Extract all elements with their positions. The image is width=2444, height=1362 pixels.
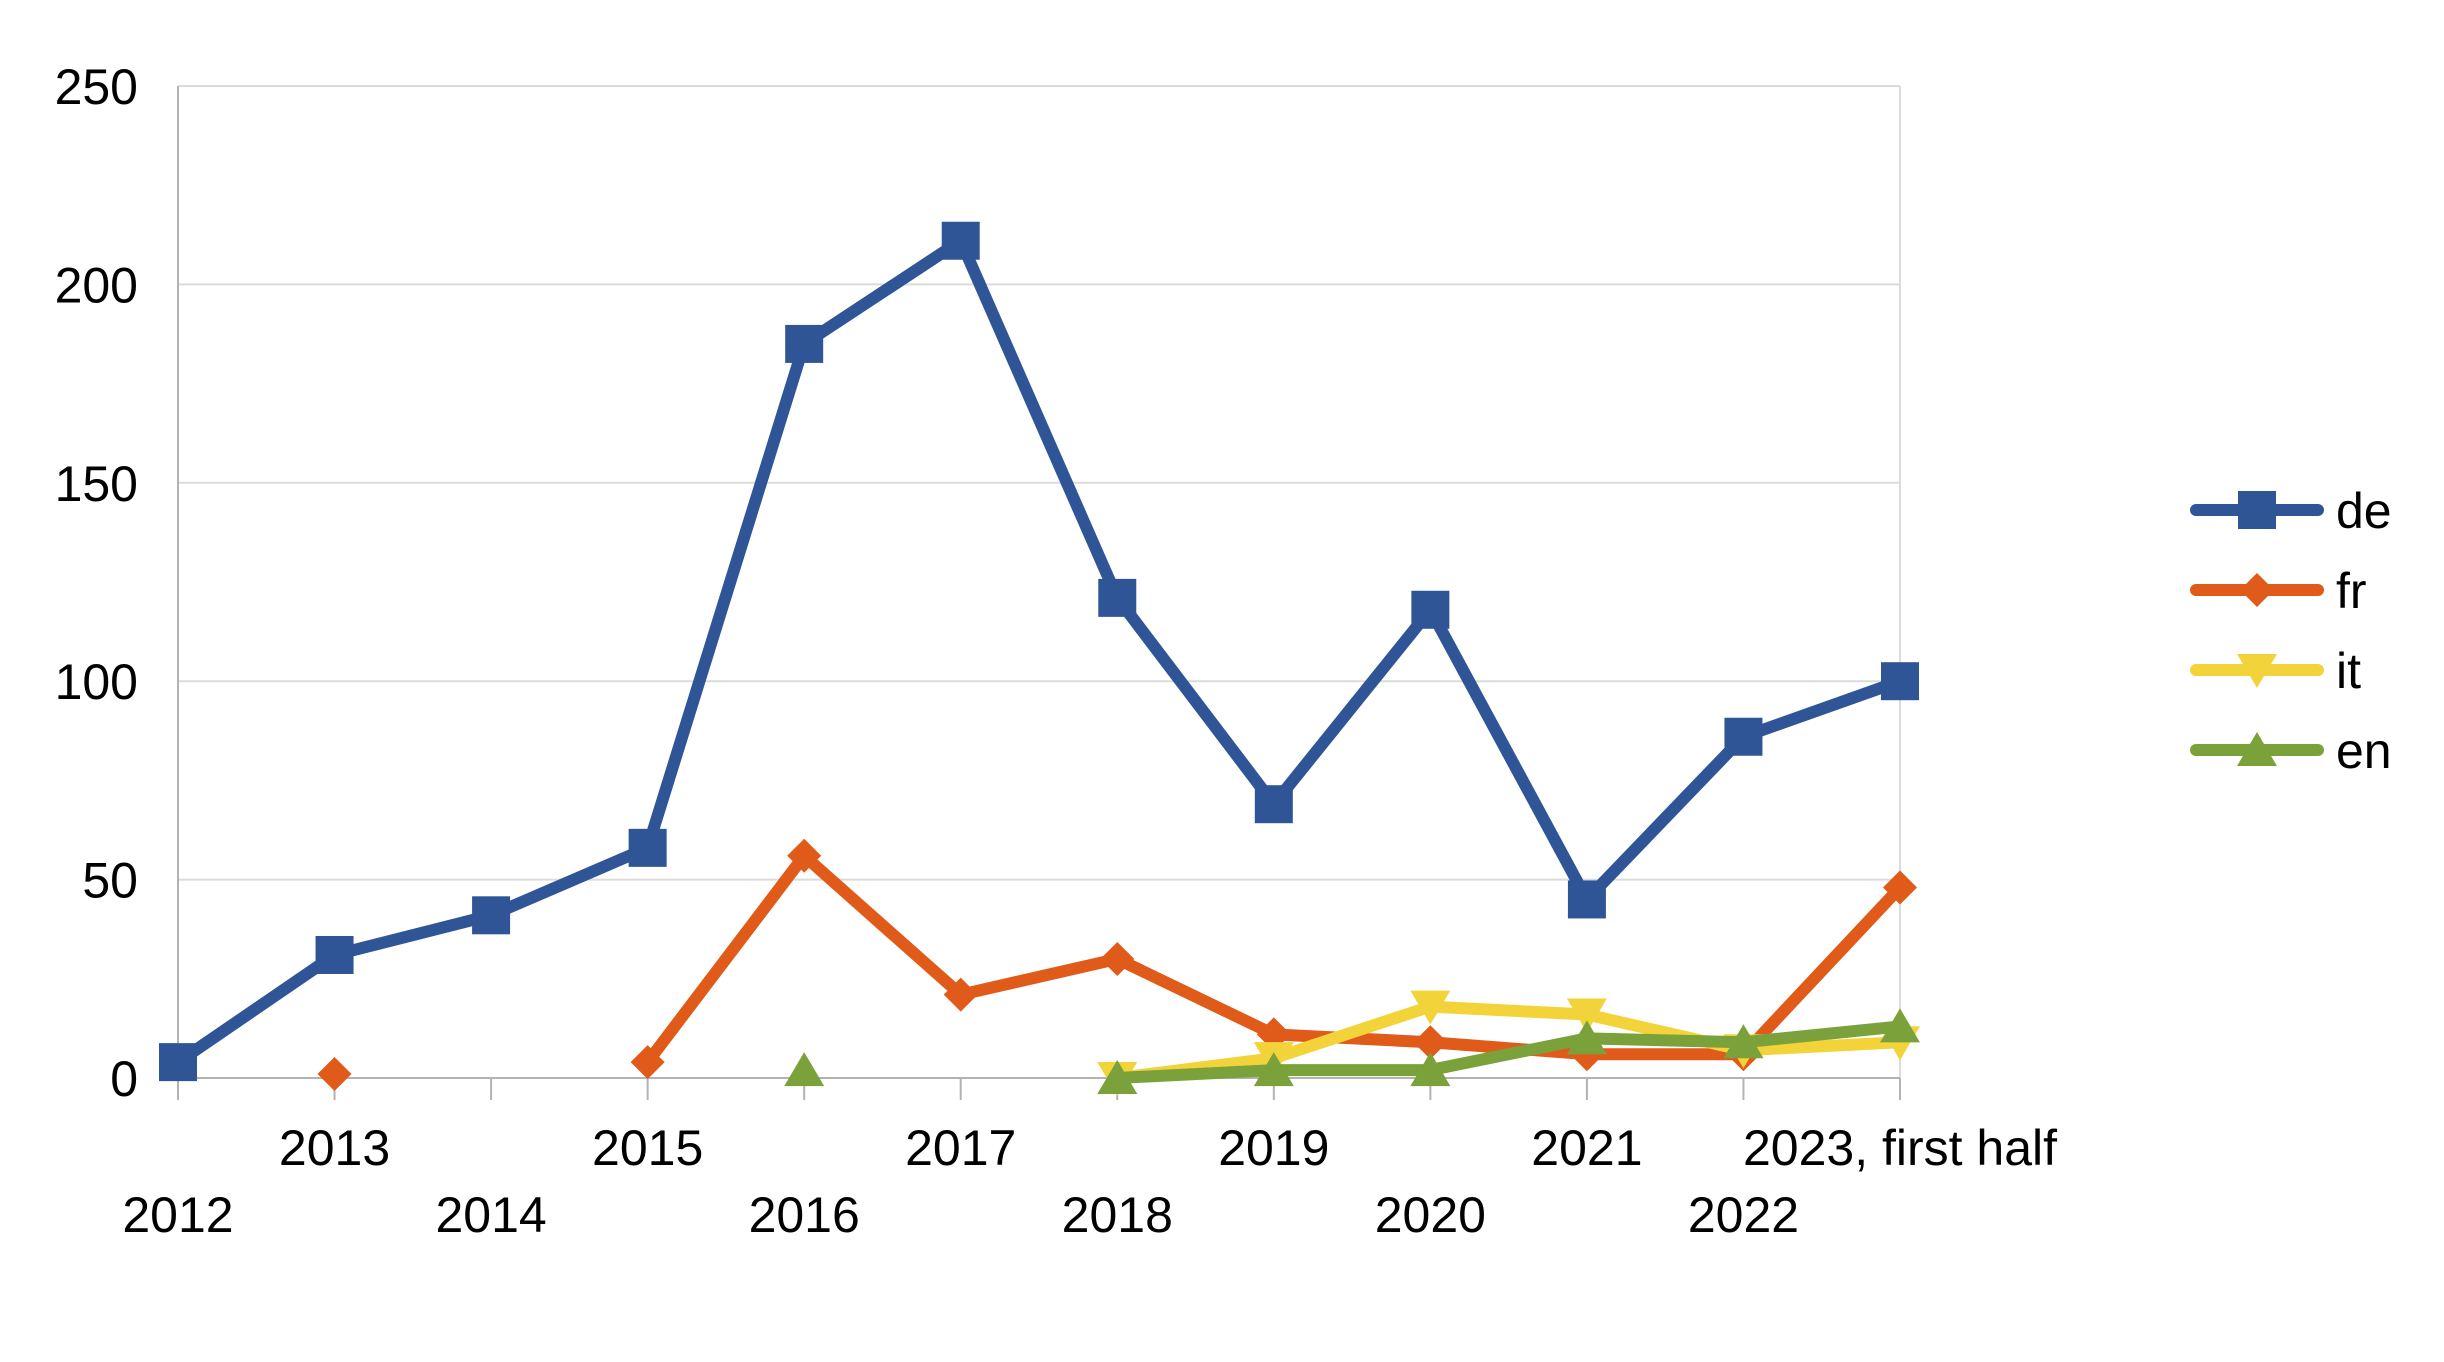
data-point-de: [159, 1043, 197, 1082]
y-tick-label: 0: [110, 1051, 138, 1107]
data-point-en: [1253, 1052, 1294, 1087]
x-tick-label: 2012: [122, 1187, 233, 1243]
x-tick-label: 2020: [1375, 1187, 1486, 1243]
legend-marker: [2238, 491, 2276, 529]
legend-item-it: it: [2190, 643, 2361, 699]
legend-label: de: [2336, 483, 2392, 539]
data-point-en: [1097, 1060, 1138, 1094]
data-point-fr: [1413, 1025, 1448, 1060]
x-tick-label: 2021: [1531, 1120, 1642, 1176]
data-point-fr: [787, 838, 822, 873]
data-point-de: [628, 828, 667, 867]
x-tick-label: 2023, first half: [1743, 1120, 2057, 1176]
data-point-en: [1880, 1008, 1920, 1043]
x-tick-label: 2018: [1062, 1187, 1173, 1243]
y-axis-tick-labels: 0 50 100 150 200 250: [55, 59, 138, 1107]
data-point-fr: [630, 1045, 665, 1080]
series-line-it: [1111, 1000, 1906, 1084]
legend-label: it: [2336, 643, 2361, 699]
data-point-de: [1098, 578, 1137, 617]
x-tick-label: 2016: [749, 1187, 860, 1243]
data-point-de: [785, 324, 824, 363]
legend-label: fr: [2336, 563, 2367, 619]
legend-marker: [2240, 573, 2274, 607]
legend-marker: [2237, 732, 2277, 766]
legend-marker: [2237, 654, 2277, 688]
x-tick-label: 2022: [1688, 1187, 1799, 1243]
data-point-fr: [943, 977, 978, 1012]
x-tick-label: 2019: [1218, 1120, 1329, 1176]
data-point-de: [315, 935, 354, 974]
series-de: [159, 221, 1919, 1082]
data-point-de: [1724, 717, 1763, 756]
data-point-it: [1410, 990, 1451, 1025]
series-en: [784, 1008, 1920, 1094]
data-point-fr: [317, 1057, 352, 1092]
x-tick-label: 2017: [905, 1120, 1016, 1176]
data-point-de: [1567, 880, 1606, 919]
series-line-en: [1111, 1020, 1906, 1084]
legend-item-fr: fr: [2190, 563, 2367, 619]
x-axis-tick-labels: 2012 2013 2014 2015 2016 2017 2018 2019 2020 2021…: [122, 1120, 2057, 1243]
series-layer: [159, 221, 1920, 1096]
data-point-de: [941, 221, 980, 260]
series-line-de: [172, 234, 1906, 1069]
data-point-en: [1566, 1020, 1607, 1055]
y-tick-label: 250: [55, 59, 138, 115]
legend: de fr it en: [2190, 483, 2392, 779]
legend-item-en: en: [2190, 723, 2392, 779]
y-tick-label: 150: [55, 456, 138, 512]
x-tick-label: 2013: [279, 1120, 390, 1176]
data-point-de: [1411, 590, 1450, 629]
y-tick-label: 100: [55, 654, 138, 710]
data-point-fr: [1100, 941, 1135, 976]
data-point-en: [1410, 1052, 1451, 1087]
x-tick-label: 2015: [592, 1120, 703, 1176]
data-point-en: [1723, 1024, 1764, 1059]
data-point-it: [1566, 998, 1607, 1033]
data-point-de: [1881, 662, 1919, 701]
data-point-de: [472, 896, 511, 935]
legend-item-de: de: [2190, 483, 2392, 539]
y-tick-label: 200: [55, 257, 138, 313]
legend-label: en: [2336, 723, 2392, 779]
y-tick-label: 50: [82, 853, 138, 909]
x-tick-label: 2014: [435, 1187, 546, 1243]
data-point-fr: [1883, 870, 1917, 905]
data-point-de: [1254, 785, 1293, 824]
data-point-en: [784, 1052, 825, 1087]
